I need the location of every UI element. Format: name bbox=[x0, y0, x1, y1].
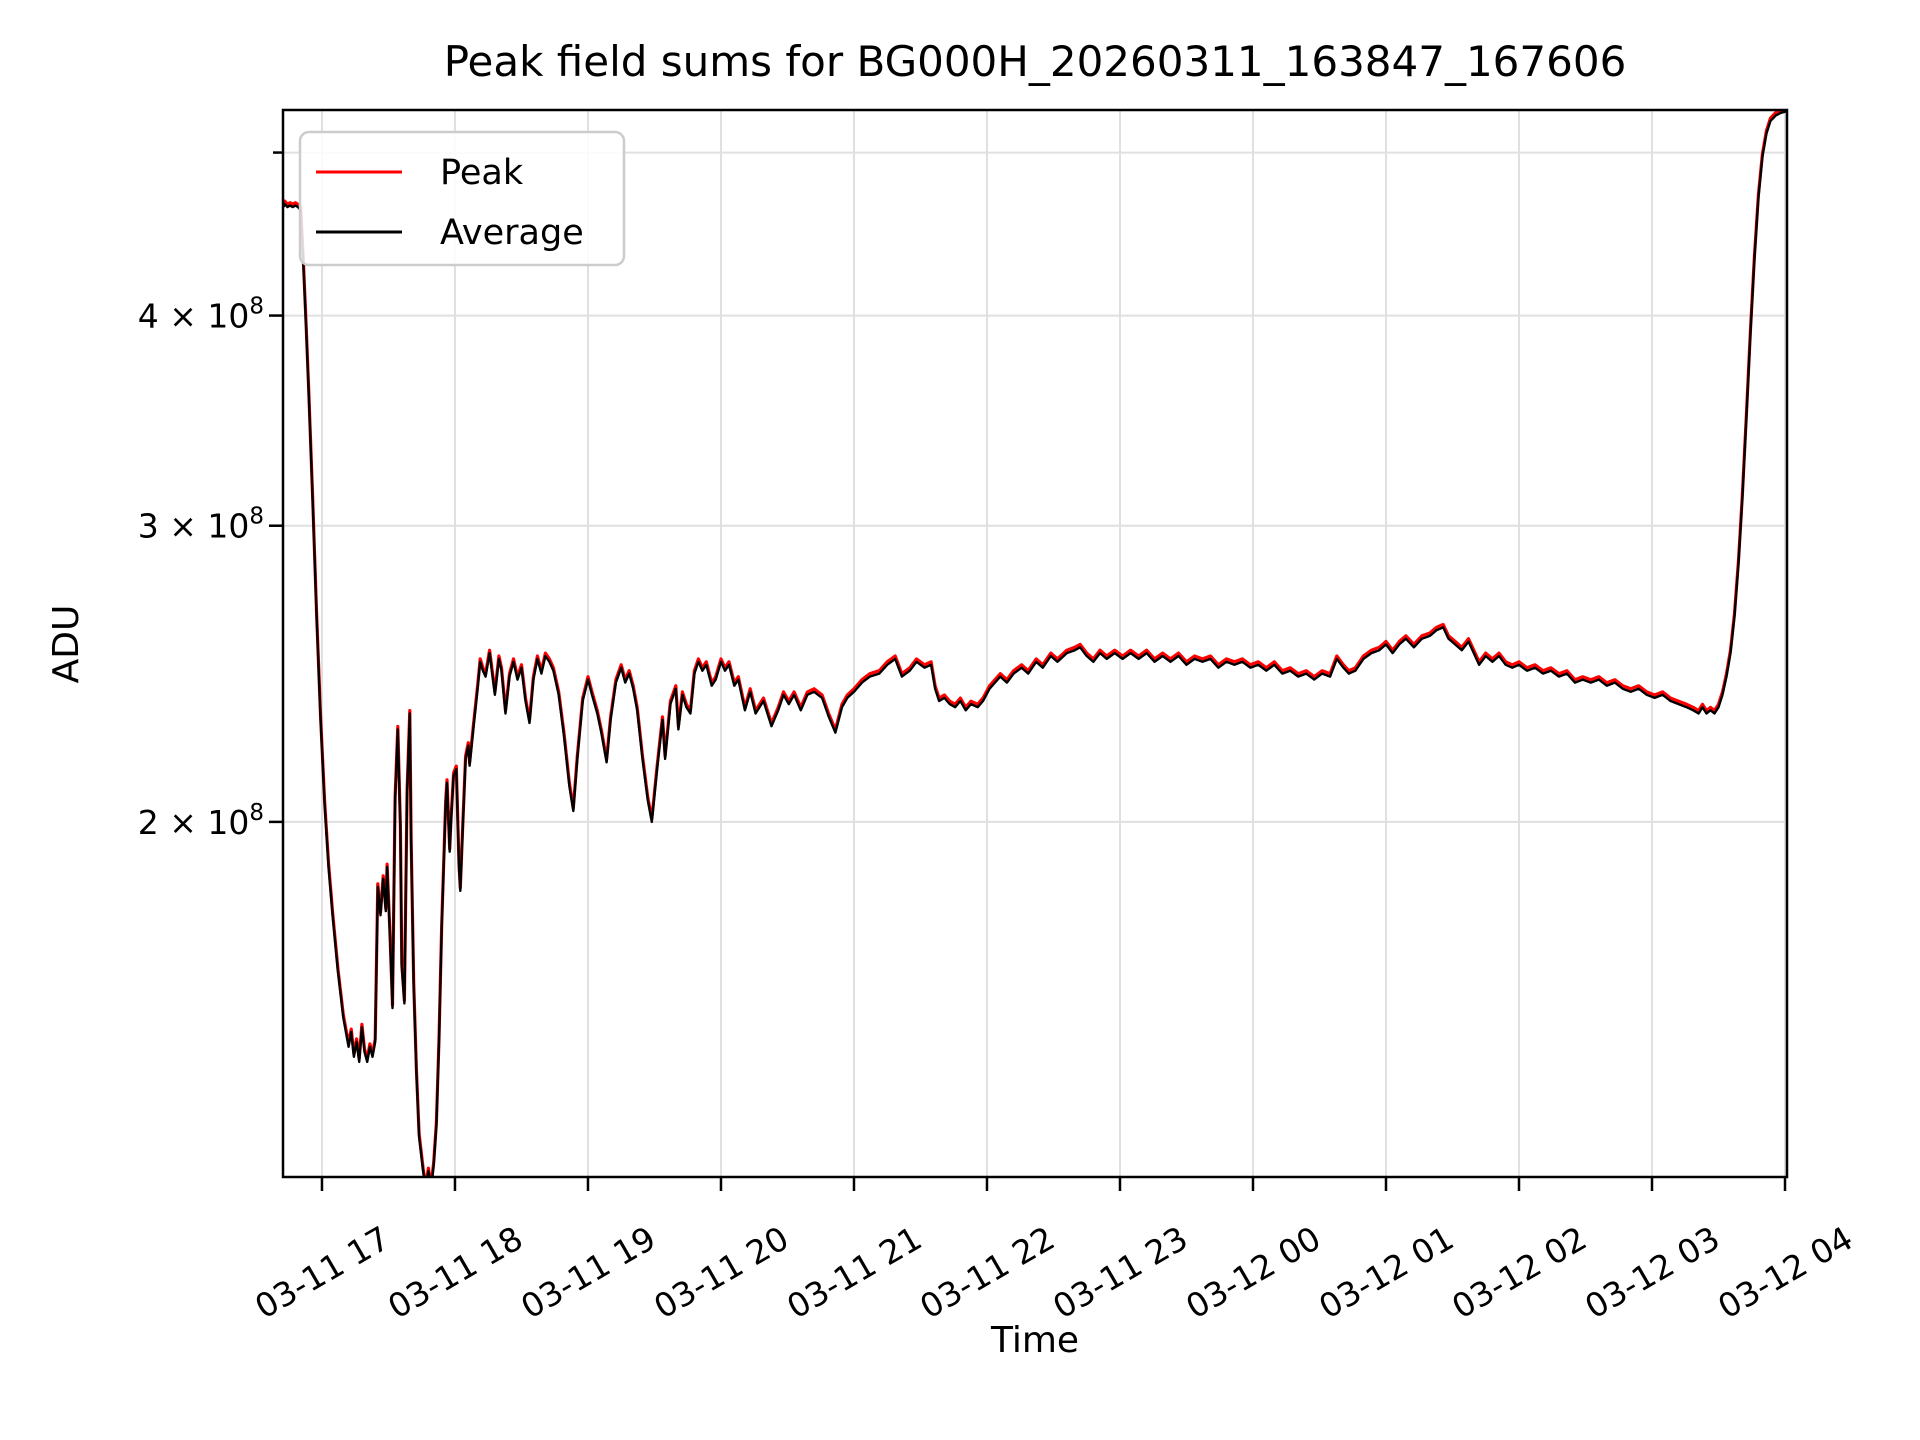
y-tick-label: 2 × 108 bbox=[138, 800, 264, 842]
plot-gridlines bbox=[283, 110, 1787, 1177]
y-tick-labels: 2 × 108 3 × 108 4 × 108 bbox=[138, 294, 264, 842]
average-line bbox=[284, 111, 1786, 1176]
legend: Peak Average bbox=[298, 130, 626, 267]
x-axis-label: Time bbox=[990, 1320, 1079, 1361]
legend-peak-label: Peak bbox=[440, 153, 524, 193]
axis-ticks bbox=[269, 151, 1787, 1191]
y-axis-label: ADU bbox=[46, 605, 87, 684]
y-tick-label: 3 × 108 bbox=[138, 504, 264, 546]
plot-border bbox=[281, 108, 1789, 1179]
chart-title: Peak field sums for BG000H_20260311_1638… bbox=[444, 37, 1627, 86]
y-tick-label: 4 × 108 bbox=[138, 294, 264, 336]
legend-average-label: Average bbox=[440, 213, 584, 253]
